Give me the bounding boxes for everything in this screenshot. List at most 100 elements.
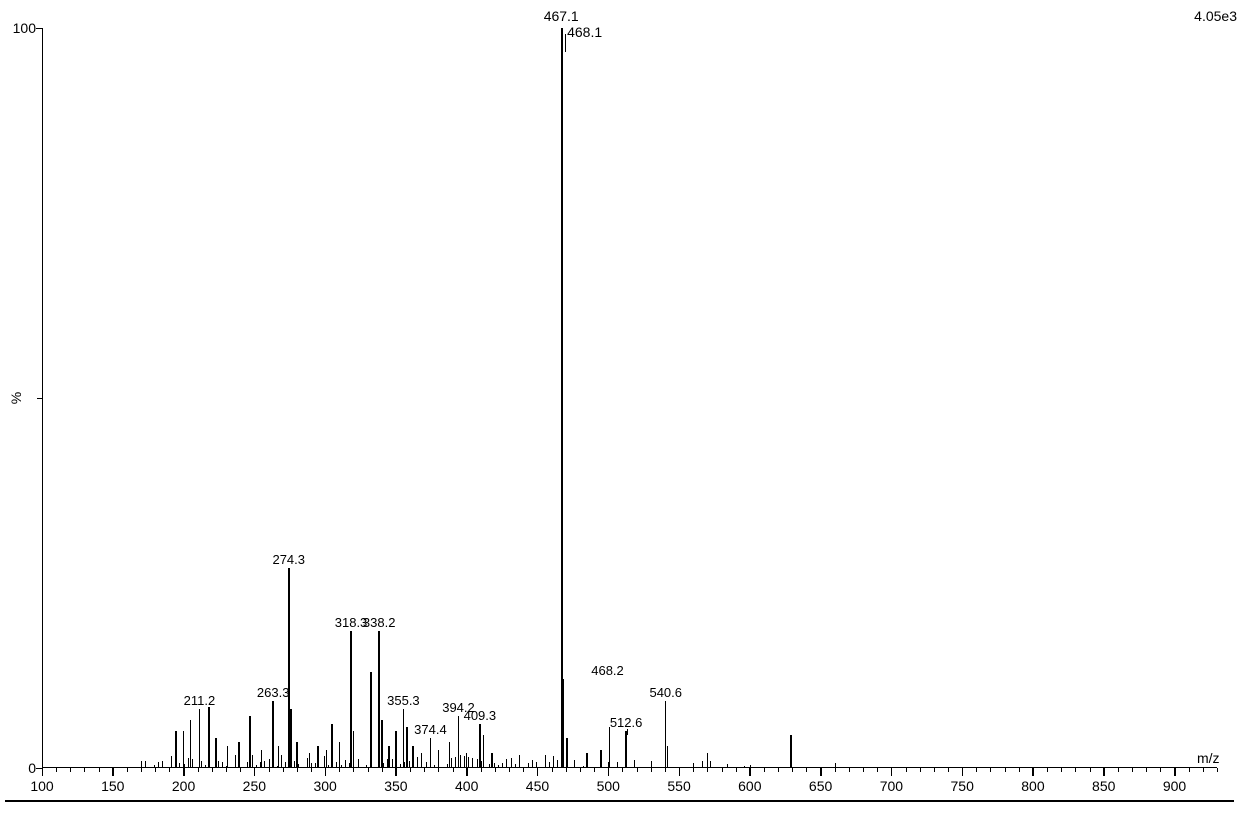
spectrum-peak bbox=[449, 742, 451, 768]
noise-peak bbox=[404, 762, 405, 768]
noise-peak bbox=[617, 762, 618, 768]
x-tick-label: 200 bbox=[172, 778, 195, 794]
x-tick-label: 450 bbox=[526, 778, 549, 794]
base-peak-label: 467.1 bbox=[544, 8, 579, 24]
x-tick-label: 900 bbox=[1163, 778, 1186, 794]
x-minor-tick bbox=[339, 768, 340, 772]
x-minor-tick bbox=[1189, 768, 1190, 772]
noise-peak bbox=[447, 764, 448, 768]
noise-peak bbox=[727, 764, 728, 768]
x-minor-tick bbox=[1217, 768, 1218, 772]
spectrum-peak bbox=[625, 731, 627, 768]
mass-spectrum-chart: % 467.1 4.05e3 468.1 m/z 010010015020025… bbox=[0, 0, 1239, 818]
noise-peak bbox=[201, 761, 202, 768]
intensity-label: 4.05e3 bbox=[1194, 8, 1237, 24]
noise-peak bbox=[341, 765, 342, 768]
y-tick-mark bbox=[37, 398, 42, 400]
x-minor-tick bbox=[622, 768, 623, 772]
x-tick-mark bbox=[749, 768, 751, 776]
x-tick-label: 300 bbox=[313, 778, 336, 794]
noise-peak bbox=[366, 765, 367, 768]
x-minor-tick bbox=[198, 768, 199, 772]
callout-line bbox=[627, 729, 628, 735]
noise-peak bbox=[192, 759, 193, 768]
noise-peak bbox=[553, 756, 554, 768]
spectrum-peak bbox=[317, 746, 319, 768]
spectrum-peak bbox=[288, 568, 290, 768]
spectrum-peak bbox=[609, 727, 611, 768]
noise-peak bbox=[400, 764, 401, 768]
x-minor-tick bbox=[226, 768, 227, 772]
x-minor-tick bbox=[976, 768, 977, 772]
noise-peak bbox=[235, 755, 236, 768]
noise-peak bbox=[252, 755, 253, 768]
spectrum-peak bbox=[479, 724, 481, 768]
x-minor-tick bbox=[792, 768, 793, 772]
spectrum-peak bbox=[381, 720, 383, 768]
noise-peak bbox=[222, 762, 223, 768]
noise-peak bbox=[294, 761, 295, 768]
peak-label: 338.2 bbox=[363, 615, 396, 630]
noise-peak bbox=[506, 759, 507, 768]
noise-peak bbox=[336, 762, 337, 768]
x-minor-tick bbox=[594, 768, 595, 772]
noise-peak bbox=[477, 759, 478, 768]
peak-label: 355.3 bbox=[387, 693, 420, 708]
noise-peak bbox=[205, 765, 206, 768]
noise-peak bbox=[528, 763, 529, 768]
x-minor-tick bbox=[877, 768, 878, 772]
x-tick-label: 150 bbox=[101, 778, 124, 794]
x-tick-mark bbox=[608, 768, 610, 776]
x-minor-tick bbox=[283, 768, 284, 772]
noise-peak bbox=[188, 758, 189, 768]
noise-peak bbox=[162, 761, 163, 768]
noise-peak bbox=[835, 763, 836, 768]
x-minor-tick bbox=[863, 768, 864, 772]
x-tick-mark bbox=[395, 768, 397, 776]
x-minor-tick bbox=[566, 768, 567, 772]
x-minor-tick bbox=[410, 768, 411, 772]
spectrum-peak bbox=[586, 753, 588, 768]
noise-peak bbox=[256, 765, 257, 768]
spectrum-peak bbox=[370, 672, 372, 768]
peak-label: 274.3 bbox=[272, 552, 305, 567]
spectrum-peak bbox=[199, 709, 201, 768]
peak-label: 512.6 bbox=[610, 715, 643, 730]
spectrum-peak bbox=[466, 753, 468, 768]
noise-peak bbox=[298, 764, 299, 768]
x-tick-label: 600 bbox=[738, 778, 761, 794]
x-minor-tick bbox=[707, 768, 708, 772]
noise-peak bbox=[557, 760, 558, 768]
x-tick-mark bbox=[1174, 768, 1176, 776]
spectrum-peak bbox=[378, 631, 380, 768]
x-minor-tick bbox=[778, 768, 779, 772]
x-tick-mark bbox=[112, 768, 114, 776]
x-tick-label: 700 bbox=[880, 778, 903, 794]
x-minor-tick bbox=[368, 768, 369, 772]
spectrum-peak bbox=[388, 746, 390, 768]
x-minor-tick bbox=[424, 768, 425, 772]
noise-peak bbox=[171, 756, 172, 768]
x-minor-tick bbox=[438, 768, 439, 772]
spectrum-peak bbox=[296, 742, 298, 768]
noise-peak bbox=[750, 765, 751, 768]
x-minor-tick bbox=[141, 768, 142, 772]
x-minor-tick bbox=[99, 768, 100, 772]
noise-peak bbox=[744, 766, 745, 768]
peak-label: 211.2 bbox=[184, 693, 216, 708]
spectrum-peak bbox=[208, 707, 210, 768]
x-tick-label: 250 bbox=[243, 778, 266, 794]
x-minor-tick bbox=[920, 768, 921, 772]
noise-peak bbox=[702, 761, 703, 768]
spectrum-peak bbox=[331, 724, 333, 768]
x-minor-tick bbox=[353, 768, 354, 772]
peak-label: 409.3 bbox=[464, 708, 497, 723]
x-tick-mark bbox=[1032, 768, 1034, 776]
noise-peak bbox=[464, 756, 465, 768]
x-tick-label: 400 bbox=[455, 778, 478, 794]
y-axis-label: % bbox=[8, 392, 24, 404]
spectrum-peak bbox=[290, 709, 292, 768]
noise-peak bbox=[545, 755, 546, 768]
noise-peak bbox=[502, 763, 503, 768]
noise-peak bbox=[218, 761, 219, 768]
